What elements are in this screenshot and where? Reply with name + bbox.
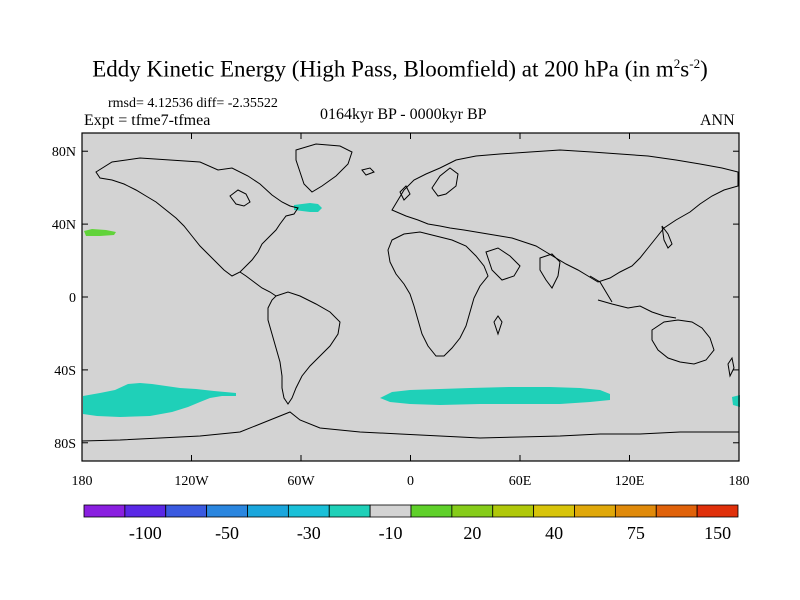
anomaly-northwest-atlantic xyxy=(294,203,322,212)
anomaly-south-indian xyxy=(380,387,610,405)
colorbar-label: -30 xyxy=(297,523,321,543)
anomaly-south-australia xyxy=(732,395,740,407)
lon-tick-label: 180 xyxy=(729,474,750,489)
colorbar-swatch xyxy=(451,504,494,518)
colorbar-label: -100 xyxy=(129,523,162,543)
axis-tick-labels: 180 120W 60W 0 60E 120E 180 80N 40N 0 40S 80S xyxy=(52,145,750,489)
lat-tick-label: 40N xyxy=(52,218,76,233)
colorbar-swatch xyxy=(492,504,535,518)
coastlines xyxy=(81,143,739,442)
colorbar-swatch xyxy=(247,504,289,518)
colorbar-labels: -100 -50 -30 -10 20 40 75 150 xyxy=(129,523,731,543)
lon-tick-label: 120E xyxy=(615,474,645,489)
axis-ticks xyxy=(81,133,740,461)
colorbar-swatch xyxy=(328,504,371,518)
lat-tick-label: 80S xyxy=(54,437,76,452)
colorbar-swatch xyxy=(124,504,167,518)
experiment-label: Expt = tfme7-tfmea xyxy=(84,112,211,129)
colorbar-swatch xyxy=(410,504,453,518)
lon-tick-label: 180 xyxy=(72,474,93,489)
period-label: 0164kyr BP - 0000kyr BP xyxy=(320,106,487,123)
anomaly-south-pacific xyxy=(83,383,236,417)
colorbar-swatch xyxy=(614,504,657,518)
colorbar-swatch xyxy=(533,504,575,518)
colorbar-swatch xyxy=(574,504,616,518)
colorbar-label: 20 xyxy=(463,523,481,543)
rmsd-stats: rmsd= 4.12536 diff= -2.35522 xyxy=(108,96,278,111)
colorbar xyxy=(83,504,739,518)
lon-tick-label: 120W xyxy=(174,474,209,489)
season-label: ANN xyxy=(700,112,735,129)
colorbar-swatch xyxy=(165,504,208,518)
colorbar-label: 150 xyxy=(704,523,731,543)
lon-tick-label: 60W xyxy=(287,474,315,489)
colorbar-swatch xyxy=(287,504,330,518)
colorbar-label: -50 xyxy=(215,523,239,543)
colorbar-swatch xyxy=(655,504,698,518)
anomaly-north-pacific xyxy=(84,229,116,236)
colorbar-swatch xyxy=(696,504,739,518)
lat-tick-label: 80N xyxy=(52,145,76,160)
lat-tick-label: 40S xyxy=(54,364,76,379)
colorbar-label: 75 xyxy=(627,523,645,543)
colorbar-swatch xyxy=(369,504,412,518)
anomaly-regions xyxy=(83,203,740,417)
lon-tick-label: 60E xyxy=(509,474,532,489)
lat-tick-label: 0 xyxy=(69,291,76,306)
colorbar-label: 40 xyxy=(545,523,563,543)
lon-tick-label: 0 xyxy=(407,474,414,489)
colorbar-swatch xyxy=(83,504,126,518)
colorbar-swatch xyxy=(206,504,248,518)
colorbar-label: -10 xyxy=(379,523,403,543)
plot-title: Eddy Kinetic Energy (High Pass, Bloomfie… xyxy=(92,56,708,82)
